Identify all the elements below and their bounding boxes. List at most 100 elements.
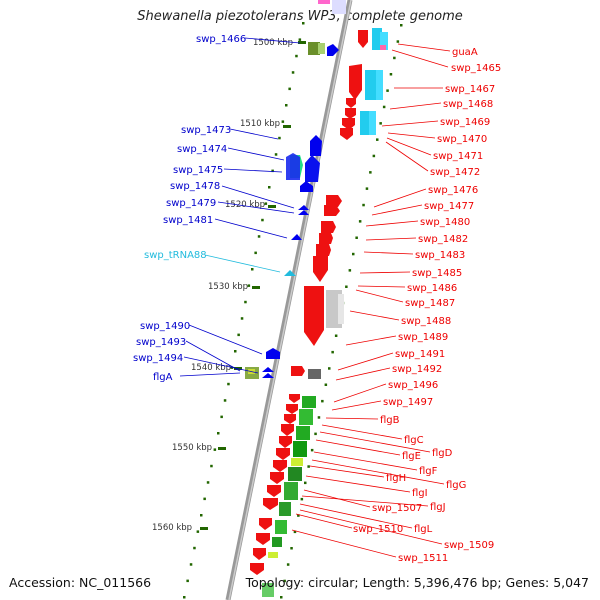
label-text: flgH — [386, 473, 406, 484]
gene-block-cyan — [380, 32, 388, 50]
gene-label-flgC[interactable]: flgC — [321, 424, 424, 446]
guide-dot — [300, 497, 304, 501]
label-text: flgE — [402, 451, 421, 462]
gene-arrow-red — [253, 548, 266, 560]
gene-label-swp_1496[interactable]: swp_1496 — [333, 380, 438, 403]
gene-label-swp_1466[interactable]: swp_1466 — [196, 34, 301, 45]
gene-arrow-red — [316, 244, 331, 256]
accession-text: Accession: NC_011566 — [9, 575, 152, 590]
gene-label-swp_1472[interactable]: swp_1472 — [385, 141, 480, 178]
guide-dot — [213, 448, 217, 451]
guide-dot — [244, 300, 247, 304]
topology-text: Topology: circular; Length: 5,396,476 bp… — [245, 575, 589, 590]
gene-arrow-red — [286, 404, 298, 414]
gene-label-swp_1509[interactable]: swp_1509 — [299, 509, 494, 551]
kbp-label: 1510 kbp — [240, 119, 280, 129]
gene-label-swp_1469[interactable]: swp_1469 — [381, 117, 490, 128]
gene-label-swp_1490[interactable]: swp_1490 — [140, 321, 263, 355]
gene-label-swp_1482[interactable]: swp_1482 — [365, 234, 468, 245]
guide-dot — [396, 40, 400, 43]
gene-label-flgF[interactable]: flgF — [313, 451, 438, 477]
guide-dot — [386, 89, 389, 92]
gene-label-swp_1483[interactable]: swp_1483 — [363, 250, 465, 261]
guide-dot — [186, 579, 189, 583]
guide-dot — [369, 171, 372, 174]
gene-label-swp_1473[interactable]: swp_1473 — [181, 125, 279, 140]
gene-label-swp_tRNA88[interactable]: swp_tRNA88 — [144, 250, 281, 273]
gene-label-swp_1488[interactable]: swp_1488 — [349, 310, 451, 327]
gene-label-swp_1487[interactable]: swp_1487 — [355, 289, 455, 309]
gene-label-flgB[interactable]: flgB — [325, 415, 400, 426]
guide-dot — [261, 218, 264, 222]
gene-arrow-red — [346, 98, 356, 108]
gene-label-swp_1480[interactable]: swp_1480 — [365, 217, 470, 228]
gene-label-swp_1475[interactable]: swp_1475 — [173, 165, 283, 176]
gene-label-swp_1486[interactable]: swp_1486 — [357, 283, 457, 294]
gene-label-swp_1510[interactable]: swp_1510 — [295, 513, 403, 535]
guide-dot — [217, 432, 220, 435]
gene-label-flgA[interactable]: flgA — [153, 372, 241, 383]
gene-label-swp_1478[interactable]: swp_1478 — [170, 181, 295, 209]
kbp-tick-1560: 1560 kbp — [152, 523, 208, 533]
gene-label-swp_1493[interactable]: swp_1493 — [136, 337, 241, 372]
guide-dot — [355, 236, 358, 239]
label-text: swp_1485 — [412, 268, 462, 279]
gene-label-swp_1494[interactable]: swp_1494 — [133, 353, 259, 374]
gene-label-guaA[interactable]: guaA — [397, 43, 478, 58]
gene-label-swp_1476[interactable]: swp_1476 — [373, 185, 478, 208]
left-labels: swp_1466 swp_1473 swp_1474 swp_1475 swp_… — [133, 34, 301, 383]
gene-block-pink — [318, 0, 330, 4]
gene-label-flgG[interactable]: flgG — [311, 459, 466, 491]
guide-dot — [264, 202, 268, 205]
gene-label-swp_1471[interactable]: swp_1471 — [386, 137, 483, 162]
gene-label-flgI[interactable]: flgI — [305, 475, 428, 499]
gene-label-swp_1467[interactable]: swp_1467 — [394, 84, 495, 95]
gene-label-swp_1479[interactable]: swp_1479 — [166, 198, 295, 214]
label-text: swp_1510 — [353, 524, 403, 535]
kbp-label: 1550 kbp — [172, 443, 212, 453]
guide-dot — [362, 203, 365, 207]
gene-label-swp_1511[interactable]: swp_1511 — [291, 529, 448, 564]
kbp-tick-1530: 1530 kbp — [208, 282, 260, 292]
guide-dot — [295, 54, 298, 58]
gene-label-flgE[interactable]: flgE — [315, 439, 421, 462]
gene-label-swp_1485[interactable]: swp_1485 — [359, 268, 462, 279]
gene-label-swp_1507[interactable]: swp_1507 — [303, 489, 422, 514]
guide-dot — [317, 416, 321, 419]
gene-label-flgL[interactable]: flgL — [299, 503, 433, 535]
gene-label-flgJ[interactable]: flgJ — [301, 495, 446, 513]
gene-label-swp_1497[interactable]: swp_1497 — [331, 397, 433, 411]
guide-dot — [274, 153, 278, 156]
gene-label-swp_1468[interactable]: swp_1468 — [389, 99, 493, 110]
kbp-tick-1510: 1510 kbp — [240, 119, 291, 129]
gene-arrow-red — [276, 448, 290, 460]
forward-genes — [245, 42, 339, 379]
guide-dot — [283, 579, 286, 583]
guide-dot — [278, 136, 281, 140]
gene-arrow-blue — [286, 153, 300, 180]
gene-label-swp_1492[interactable]: swp_1492 — [335, 364, 442, 381]
gene-label-swp_1481[interactable]: swp_1481 — [163, 215, 288, 239]
gene-label-swp_1465[interactable]: swp_1465 — [391, 49, 501, 74]
label-text: swp_1487 — [405, 298, 455, 309]
guide-dot — [321, 399, 324, 403]
gene-label-swp_1477[interactable]: swp_1477 — [371, 201, 474, 216]
gene-label-swp_1474[interactable]: swp_1474 — [177, 144, 285, 161]
gene-block — [318, 43, 325, 54]
guide-dot — [358, 220, 362, 223]
guide-dot — [237, 333, 240, 337]
gene-block-green — [302, 396, 316, 408]
gene-label-swp_1470[interactable]: swp_1470 — [387, 132, 487, 145]
gene-label-swp_1489[interactable]: swp_1489 — [345, 332, 448, 346]
label-text: flgI — [412, 488, 428, 499]
gene-label-swp_1491[interactable]: swp_1491 — [337, 349, 445, 371]
gene-arrow-blue — [291, 234, 302, 240]
label-text: swp_1509 — [444, 540, 494, 551]
label-text: swp_1465 — [451, 63, 501, 74]
kbp-tick-1500: 1500 kbp — [253, 38, 306, 48]
gene-arrow-red — [267, 485, 281, 497]
gene-arrow-red — [259, 518, 272, 530]
gene-label-flgH[interactable]: flgH — [309, 465, 406, 484]
gene-label-flgD[interactable]: flgD — [319, 431, 453, 459]
